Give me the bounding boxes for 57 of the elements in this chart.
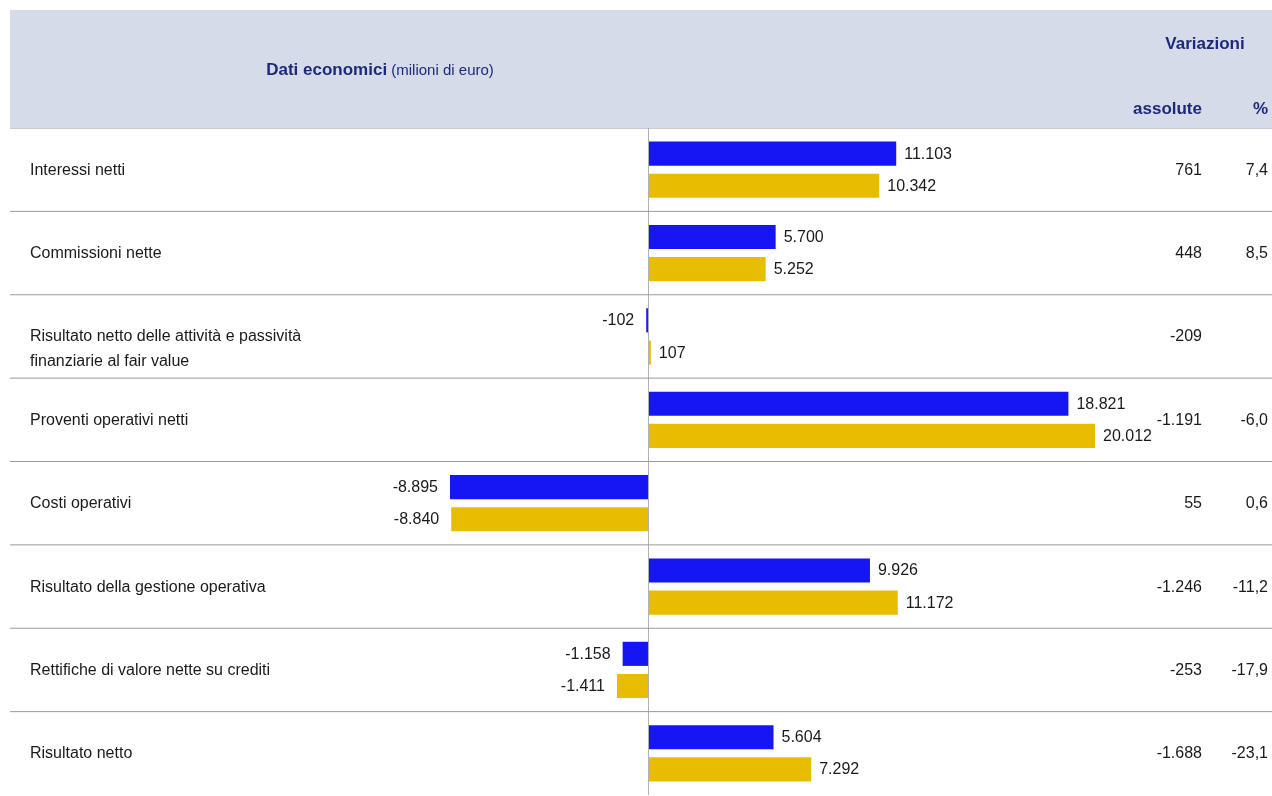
bar <box>648 757 812 782</box>
text: 8,5 <box>1245 244 1269 262</box>
data-label: -102 <box>602 311 635 329</box>
text: Variazioni <box>1164 34 1246 54</box>
y-tick-label: Costi operativi <box>30 494 132 512</box>
text: -23,1 <box>1231 744 1269 762</box>
data-label: 7.292 <box>819 760 860 778</box>
text: -11,2 <box>1232 577 1269 595</box>
text: -1.688 <box>1156 744 1203 762</box>
text: -209 <box>1169 327 1203 345</box>
data-label: 5.252 <box>773 260 814 278</box>
text: -6,0 <box>1240 410 1269 428</box>
bar <box>648 391 1069 416</box>
bar <box>616 673 649 699</box>
bar <box>648 423 1095 448</box>
y-tick-label: Risultato netto delle attività e passività finanziarie al fair value <box>30 327 302 370</box>
bar <box>451 507 649 532</box>
bar <box>622 641 649 666</box>
text: 761 <box>1175 160 1203 178</box>
text: 7,4 <box>1245 160 1269 178</box>
data-label: 107 <box>658 343 686 361</box>
bar <box>648 558 870 583</box>
bar <box>648 224 776 250</box>
data-label: -1.411 <box>560 677 606 695</box>
y-tick-label: Risultato della gestione operativa <box>30 577 266 595</box>
data-label: 5.700 <box>783 227 824 245</box>
bar <box>648 257 766 282</box>
bar <box>648 590 898 615</box>
text: 448 <box>1175 244 1203 262</box>
data-label: 20.012 <box>1103 426 1153 444</box>
data-label: 11.103 <box>904 144 953 162</box>
chart-title: Dati economici (milioni di euro) <box>266 60 494 79</box>
data-label: 9.926 <box>877 561 919 579</box>
text: 0,6 <box>1245 494 1269 512</box>
data-label: 10.342 <box>887 176 937 194</box>
y-tick-label: Rettifiche di valore nette su crediti <box>30 660 271 678</box>
data-label: 5.604 <box>781 728 822 746</box>
y-tick-label: Commissioni nette <box>30 244 162 262</box>
y-tick-label: Risultato netto <box>30 744 133 762</box>
data-label: -8.895 <box>392 478 439 496</box>
bar <box>648 141 897 166</box>
data-label: 18.821 <box>1076 394 1126 412</box>
text: % <box>1252 99 1268 119</box>
text: -1.191 <box>1156 410 1203 428</box>
text: -253 <box>1169 660 1203 678</box>
data-label: -1.158 <box>565 644 611 662</box>
bar <box>450 475 649 500</box>
bar <box>648 725 774 750</box>
data-label: -8.840 <box>393 510 440 528</box>
text: assolute <box>1133 99 1202 119</box>
text: -17,9 <box>1231 660 1269 678</box>
y-tick-label: Interessi netti <box>30 160 126 178</box>
data-label: 11.172 <box>905 593 954 611</box>
bar <box>648 173 880 198</box>
y-tick-label: Proventi operativi netti <box>30 410 189 428</box>
text: -1.246 <box>1156 577 1203 595</box>
text: 55 <box>1184 494 1203 512</box>
